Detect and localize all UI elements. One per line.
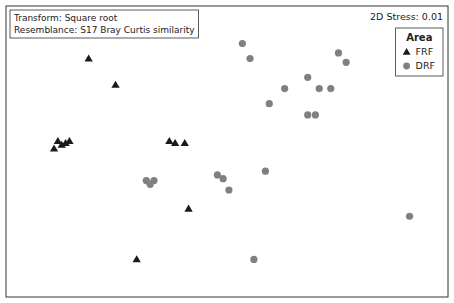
- legend-swatch: [403, 48, 411, 55]
- point: [225, 186, 232, 193]
- legend-label: DRF: [416, 60, 435, 71]
- point: [304, 111, 311, 118]
- info-box: Transform: Square root Resemblance: S17 B…: [10, 10, 199, 38]
- legend-swatch: [403, 63, 410, 70]
- point: [133, 255, 141, 262]
- plot-frame: [6, 6, 448, 297]
- chart: Transform: Square root Resemblance: S17 B…: [0, 0, 454, 303]
- point: [220, 175, 227, 182]
- point: [281, 85, 288, 92]
- points: [50, 40, 413, 263]
- annotation: 2D Stress: 0.01: [370, 11, 443, 22]
- legend: Area FRF DRF: [396, 28, 443, 76]
- annotation: Resemblance: S17 Bray Curtis similarity: [14, 25, 195, 35]
- point: [246, 55, 253, 62]
- info-box-frame: [10, 10, 199, 38]
- point: [316, 85, 323, 92]
- point: [327, 85, 334, 92]
- point: [250, 256, 257, 263]
- point: [312, 111, 319, 118]
- point: [239, 40, 246, 47]
- point: [184, 205, 192, 212]
- legend-title: Area: [406, 32, 432, 43]
- point: [304, 74, 311, 81]
- point: [50, 145, 58, 152]
- point: [143, 177, 150, 184]
- point: [262, 168, 269, 175]
- point: [406, 213, 413, 220]
- point: [165, 137, 173, 144]
- point: [171, 139, 179, 146]
- point: [65, 137, 73, 144]
- point: [343, 59, 350, 66]
- point: [266, 100, 273, 107]
- point: [181, 139, 189, 146]
- legend-frame: [396, 28, 443, 76]
- legend-label: FRF: [416, 46, 434, 57]
- point: [111, 81, 119, 88]
- point: [335, 49, 342, 56]
- annotation: Transform: Square root: [13, 13, 118, 23]
- point: [84, 54, 92, 61]
